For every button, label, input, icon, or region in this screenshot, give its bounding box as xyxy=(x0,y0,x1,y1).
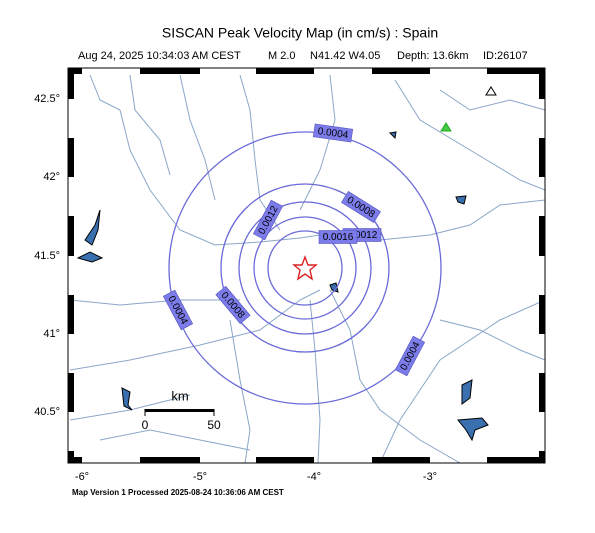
frame-tick xyxy=(539,216,545,256)
location: N41.42 W4.05 xyxy=(310,50,380,62)
frame-tick xyxy=(372,68,430,74)
axis-labels: -6° -5° -4° -3° 42.5° 42° 41.5° 41° 40.5… xyxy=(34,93,437,483)
contour-label-box xyxy=(312,123,354,143)
contour-label-box xyxy=(318,230,358,244)
footer: Map Version 1 Processed 2025-08-24 10:36… xyxy=(72,488,284,497)
lat-label: 41° xyxy=(43,328,60,340)
lat-label: 40.5° xyxy=(34,406,60,418)
contours xyxy=(168,131,442,405)
frame-tick xyxy=(256,68,314,74)
rivers xyxy=(69,74,545,463)
contour-label-text: 0.0004 xyxy=(317,126,349,141)
lon-label: -6° xyxy=(75,471,89,483)
lakes xyxy=(76,131,489,442)
depth: Depth: 13.6km xyxy=(397,50,469,62)
frame-tick xyxy=(68,138,74,177)
frame-tick xyxy=(372,457,430,463)
contour-label-box xyxy=(162,289,194,331)
scale-end: 50 xyxy=(207,418,221,432)
magnitude: M 2.0 xyxy=(268,50,296,62)
lon-label: -4° xyxy=(307,471,321,483)
lat-label: 42° xyxy=(43,171,60,183)
frame-tick xyxy=(68,68,82,74)
frame-tick xyxy=(539,138,545,177)
frame-tick xyxy=(539,451,545,463)
lat-label: 42.5° xyxy=(34,93,60,105)
frame-tick xyxy=(256,457,314,463)
contour-label-box xyxy=(394,335,426,377)
contour-label-box xyxy=(252,199,284,241)
scale-unit: km xyxy=(171,388,188,403)
frame-tick xyxy=(539,295,545,334)
contour-label-text: 0.0016 xyxy=(323,232,354,243)
epicenter xyxy=(292,255,318,281)
frame-tick xyxy=(539,68,545,99)
scale-start: 0 xyxy=(142,418,149,432)
frame-tick xyxy=(487,457,545,463)
frame-tick xyxy=(68,216,74,256)
contour-label-text: 0.0012 xyxy=(347,230,378,241)
frame-tick xyxy=(539,373,545,412)
frame-tick xyxy=(140,457,200,463)
contour-label: 0.0004 xyxy=(312,123,354,143)
date: Aug 24, 2025 10:34:03 AM CEST xyxy=(78,50,241,62)
event-id: ID:26107 xyxy=(483,50,528,62)
frame-tick xyxy=(140,68,200,74)
map-frame xyxy=(67,67,546,464)
frame-tick xyxy=(68,457,82,463)
frame-tick xyxy=(68,295,74,334)
frame-tick xyxy=(487,68,545,74)
frame-tick xyxy=(68,68,74,99)
contour-label-box xyxy=(341,191,381,223)
contour-label: 0.0016 xyxy=(318,230,358,244)
lon-label: -5° xyxy=(193,471,207,483)
lon-label: -3° xyxy=(423,471,437,483)
contour-label-box xyxy=(215,285,251,325)
lat-label: 41.5° xyxy=(34,250,60,262)
station xyxy=(485,86,497,96)
frame-tick xyxy=(68,451,74,463)
scale-bar: km 0 50 xyxy=(142,388,221,432)
subtitle: Aug 24, 2025 10:34:03 AM CEST M 2.0 N41.… xyxy=(78,50,528,62)
title: SISCAN Peak Velocity Map (in cm/s) : Spa… xyxy=(162,25,438,41)
frame-tick xyxy=(68,373,74,412)
station xyxy=(440,122,452,132)
